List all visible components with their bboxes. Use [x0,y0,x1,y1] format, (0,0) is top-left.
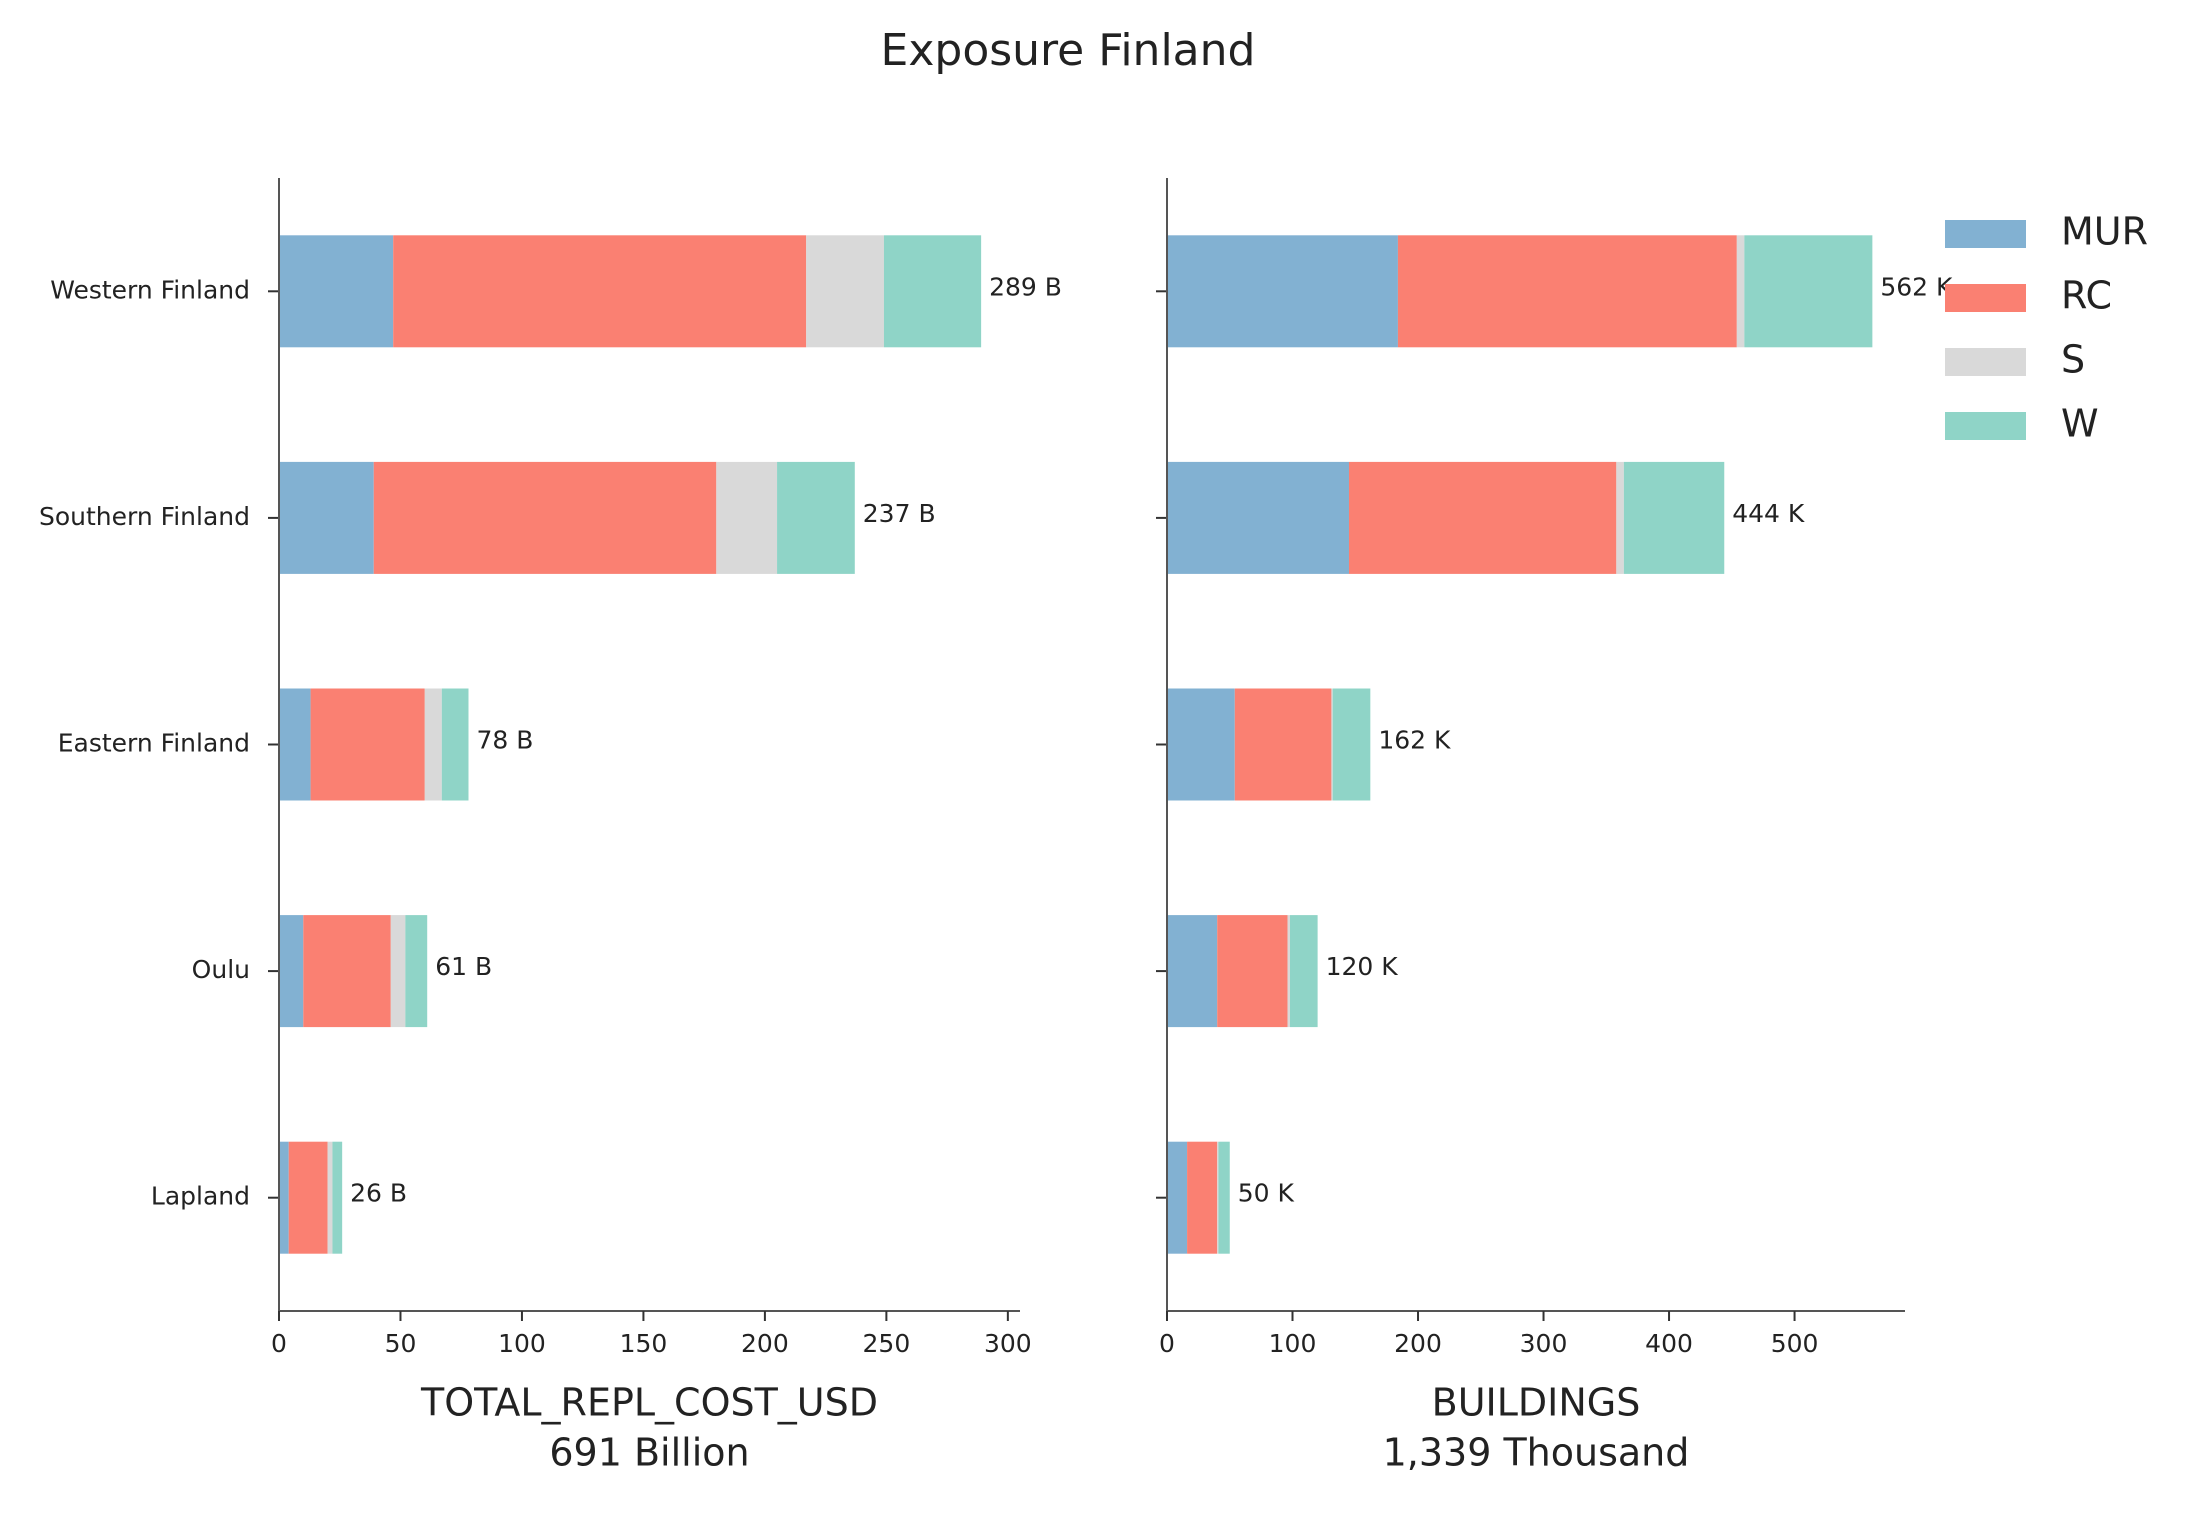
bar-segment [327,1141,333,1254]
y-tick-label: Lapland [151,1182,250,1211]
bar-segment [279,235,394,348]
total-label: 78 B [477,726,534,755]
legend-swatch [1945,284,2026,312]
bar-segment [310,688,425,801]
x-tick-label: 100 [1269,1329,1317,1358]
x-tick-label: 200 [1394,1329,1442,1358]
total-label: 120 K [1326,952,1399,981]
bar-segment [1397,235,1737,348]
x-tick-label: 50 [385,1329,417,1358]
x-tick-label: 300 [984,1329,1032,1358]
bar-segment [332,1141,343,1254]
total-label: 61 B [435,952,492,981]
bar-segment [1218,1141,1230,1254]
figure-title: Exposure Finland [881,25,1256,76]
total-label: 562 K [1880,272,1953,301]
total-label: 289 B [989,272,1062,301]
legend-swatch [1945,348,2026,376]
bar-segment [1332,688,1371,801]
bar-segment [441,688,469,801]
legend-label: RC [2061,274,2112,318]
bar-segment [1167,688,1235,801]
bar-segment [373,461,717,574]
x-axis-summary: 691 Billion [549,1431,749,1475]
bar-segment [424,688,442,801]
x-tick-label: 300 [1520,1329,1568,1358]
total-label: 26 B [350,1179,407,1208]
bar-segment [1348,461,1617,574]
bar-segment [1736,235,1745,348]
bar-segment [1187,1141,1218,1254]
bar-segment [1167,461,1349,574]
bar-segment [1217,915,1288,1028]
bar-segment [1744,235,1873,348]
legend-label: S [2061,338,2085,382]
y-tick-label: Southern Finland [39,502,250,531]
x-axis-label: BUILDINGS [1432,1381,1641,1425]
bar-segment [393,235,807,348]
bar-segment [1217,1141,1219,1254]
x-tick-label: 0 [271,1329,287,1358]
x-tick-label: 500 [1771,1329,1819,1358]
bar-segment [1234,688,1332,801]
x-axis-label: TOTAL_REPL_COST_USD [420,1381,878,1425]
x-tick-label: 200 [741,1329,789,1358]
total-label: 50 K [1238,1179,1295,1208]
bar-segment [806,235,884,348]
bar-segment [279,1141,289,1254]
bar-segment [1167,1141,1188,1254]
x-tick-label: 250 [863,1329,911,1358]
x-tick-label: 150 [620,1329,668,1358]
x-tick-label: 0 [1159,1329,1175,1358]
bar-segment [777,461,855,574]
bar-segment [303,915,391,1028]
bar-segment [405,915,428,1028]
legend-swatch [1945,220,2026,248]
bar-segment [883,235,982,348]
legend-swatch [1945,412,2026,440]
bar-segment [288,1141,328,1254]
bar-segment [1287,915,1290,1028]
x-tick-label: 400 [1645,1329,1693,1358]
x-axis-summary: 1,339 Thousand [1383,1431,1690,1475]
bar-segment [716,461,778,574]
bar-segment [1290,915,1318,1028]
total-label: 444 K [1732,499,1805,528]
total-label: 237 B [863,499,936,528]
y-tick-label: Eastern Finland [58,729,250,758]
bar-segment [1167,915,1218,1028]
bar-segment [279,461,374,574]
y-tick-label: Western Finland [50,275,250,304]
x-tick-label: 100 [498,1329,546,1358]
bar-segment [1616,461,1624,574]
bar-segment [390,915,406,1028]
legend-label: W [2061,402,2099,446]
bar-segment [1331,688,1333,801]
bar-segment [1167,235,1398,348]
legend-label: MUR [2061,210,2148,254]
bar-segment [279,915,304,1028]
bar-segment [1623,461,1725,574]
bar-segment [279,688,311,801]
y-tick-label: Oulu [192,955,250,984]
total-label: 162 K [1378,726,1451,755]
